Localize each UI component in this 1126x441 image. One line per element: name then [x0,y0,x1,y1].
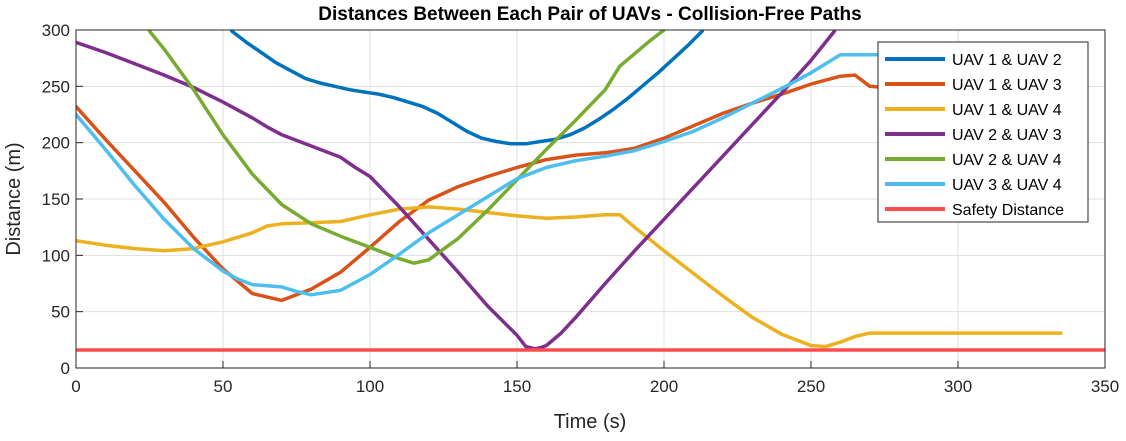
series-line-uav-2-uav-4 [147,30,666,265]
series-line-uav-3-uav-4 [76,53,907,297]
y-tick-label: 50 [51,303,70,322]
legend-label-uav-2-uav-4: UAV 2 & UAV 4 [952,152,1062,169]
y-tick-label: 0 [61,359,70,378]
x-tick-label: 250 [797,377,825,396]
legend-label-uav-1-uav-2: UAV 1 & UAV 2 [952,52,1062,69]
legend: UAV 1 & UAV 2 UAV 1 & UAV 3 UAV 1 & UAV 4 U… [877,41,1089,223]
x-tick-label: 300 [944,377,972,396]
x-axis-label: Time (s) [554,411,627,433]
x-tick-label: 200 [650,377,678,396]
legend-label-uav-1-uav-4: UAV 1 & UAV 4 [952,102,1062,119]
series-lines [76,30,1105,352]
y-tick-label: 200 [42,134,70,153]
legend-label-uav-3-uav-4: UAV 3 & UAV 4 [952,177,1062,194]
y-tick-label: 300 [42,21,70,40]
series-line-uav-1-uav-3 [76,73,887,303]
x-tick-label: 0 [71,377,80,396]
legend-label-safety-distance: Safety Distance [952,202,1064,219]
x-tick-label: 150 [503,377,531,396]
axis-ticks: 0 50 100 150 200 250 300 350 0 50 100 150 200 250 300 [42,21,1120,396]
chart-title: Distances Between Each Pair of UAVs - Co… [318,4,861,25]
y-axis-label: Distance (m) [3,142,25,255]
legend-label-uav-1-uav-3: UAV 1 & UAV 3 [952,77,1062,94]
x-tick-label: 350 [1091,377,1119,396]
series-line-uav-2-uav-3 [76,30,837,351]
x-tick-label: 100 [356,377,384,396]
x-tick-label: 50 [214,377,233,396]
y-tick-label: 250 [42,77,70,96]
y-tick-label: 100 [42,246,70,265]
y-tick-label: 150 [42,190,70,209]
series-line-uav-1-uav-2 [230,30,704,146]
series-line-uav-1-uav-4 [76,205,1063,349]
legend-label-uav-2-uav-3: UAV 2 & UAV 3 [952,127,1062,144]
